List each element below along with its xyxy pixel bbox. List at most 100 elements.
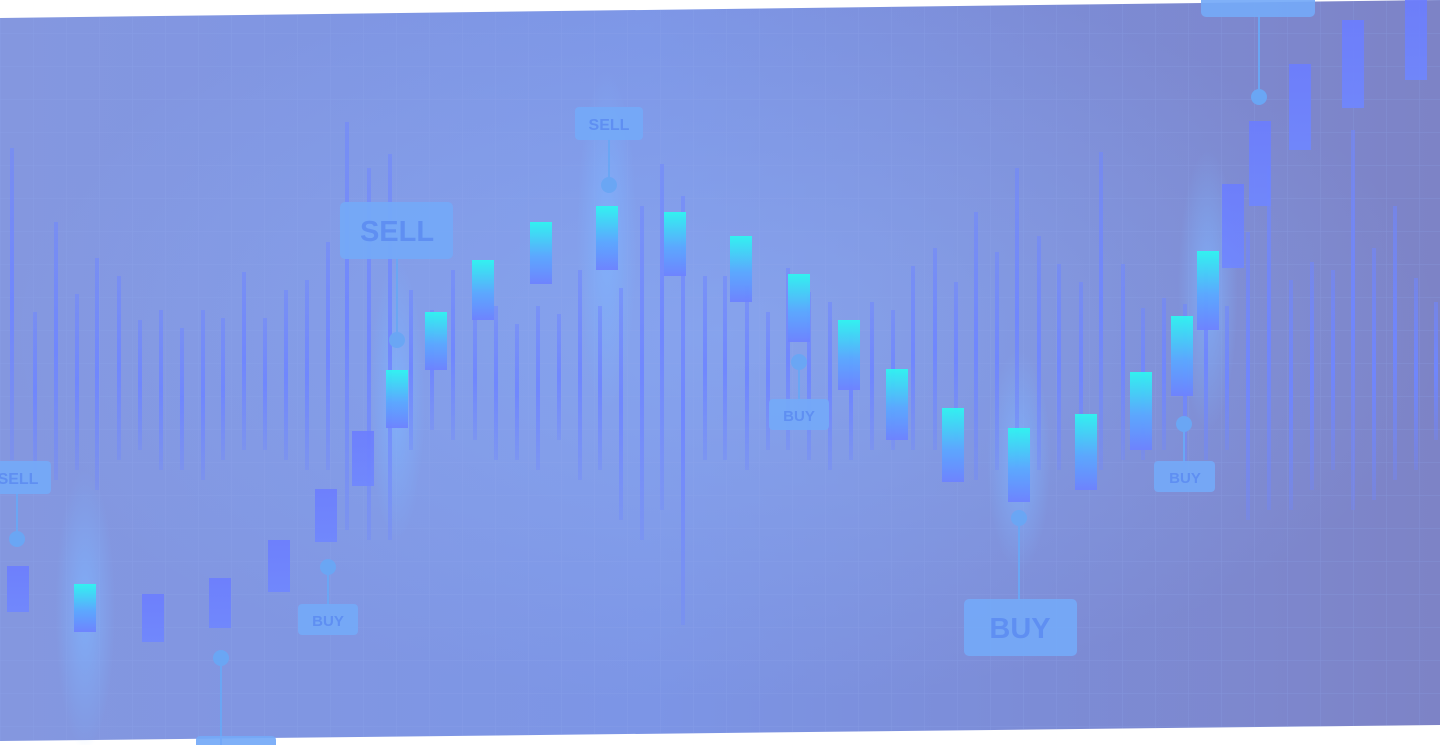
candle-wick [180,328,184,470]
candle-body [315,489,337,542]
candle-wick [766,312,770,450]
tag-bottom-partial [196,736,276,745]
candle-wick [849,332,853,460]
candle-body [1008,428,1030,502]
candle-wick [1289,280,1293,510]
candle-wick [974,212,978,480]
candle-body [1405,0,1427,80]
sell-tag-top: SELL [575,107,643,140]
candle-wick [954,282,958,440]
candle-wick [305,280,309,470]
sell-label-left: SELL [0,471,39,488]
candle-wick [786,268,790,450]
candle-wick [536,306,540,470]
candle-body [530,222,552,284]
candle-body [1222,184,1244,268]
candle-wick [1162,298,1166,450]
candle-body [1130,372,1152,450]
candle-wick [242,272,246,450]
candle-body [386,370,408,428]
candle-wick [54,222,58,480]
signal-connectors [9,15,1267,745]
candle-wick [201,310,205,480]
sell-tag-left: SELL [0,461,51,494]
candle-body [1075,414,1097,490]
candle-body [472,260,494,320]
candle-wick [515,324,519,460]
candle-wick [1331,270,1335,470]
candle-wick [409,290,413,450]
candle-body [1171,316,1193,396]
candle-body [730,236,752,302]
sell-tag-large: SELL [340,202,453,259]
buy-label-3: BUY [1169,470,1201,487]
candle-body [886,369,908,440]
candlestick-wicks [10,122,1438,625]
candle-wick [388,154,392,540]
candle-wick [557,314,561,440]
candle-wick [1414,278,1418,470]
candle-wick [807,292,811,460]
candle-wick [263,318,267,450]
candle-body [1289,64,1311,150]
candle-wick [10,148,14,460]
candle-wick [159,310,163,470]
buy-tag-large: BUY [964,599,1077,656]
candle-wick [473,316,477,440]
candle-wick [367,168,371,540]
candle-wick [870,302,874,450]
candle-body [788,274,810,342]
buy-label-2: BUY [783,408,815,425]
candle-wick [221,318,225,460]
candle-wick [1204,264,1208,460]
candle-body [664,212,686,276]
candle-wick [995,252,999,470]
sell-label-top: SELL [589,117,630,134]
candle-wick [1351,130,1355,510]
candle-wick [619,288,623,520]
candle-wick [75,294,79,470]
candle-wick [703,276,707,460]
candle-wick [1310,262,1314,490]
candle-wick [284,290,288,460]
tag-top-right-partial [1201,0,1315,17]
candle-body [268,540,290,592]
candle-body [209,578,231,628]
candle-body [942,408,964,482]
buy-label-large: BUY [989,613,1050,645]
candle-wick [33,312,37,470]
candle-body [838,320,860,390]
candlestick-bodies [7,0,1427,642]
candle-wick [1099,152,1103,470]
candle-wick [1372,248,1376,500]
candle-body [1197,251,1219,330]
candle-wick [745,286,749,470]
candle-wick [598,306,602,470]
candle-wick [578,270,582,480]
candle-wick [933,248,937,450]
sell-label-large: SELL [360,216,434,248]
candle-body [596,206,618,270]
candle-body [142,594,164,642]
candle-wick [1121,264,1125,460]
buy-label-1: BUY [312,613,344,630]
signal-tags: SELL SELL SELL BUY BUY BUY BUY [0,0,1315,745]
candle-body [7,566,29,612]
candle-wick [138,320,142,450]
candle-wick [95,258,99,490]
candle-wick [326,242,330,470]
candle-body [1342,20,1364,108]
candle-wick [660,164,664,510]
candle-body [425,312,447,370]
candle-wick [1246,232,1250,520]
candle-wick [1015,168,1019,470]
candle-wick [1037,236,1041,470]
candle-wick [723,276,727,460]
candle-wick [828,302,832,470]
candle-wick [494,306,498,460]
candle-wick [1393,206,1397,480]
buy-tag-2: BUY [769,399,829,430]
